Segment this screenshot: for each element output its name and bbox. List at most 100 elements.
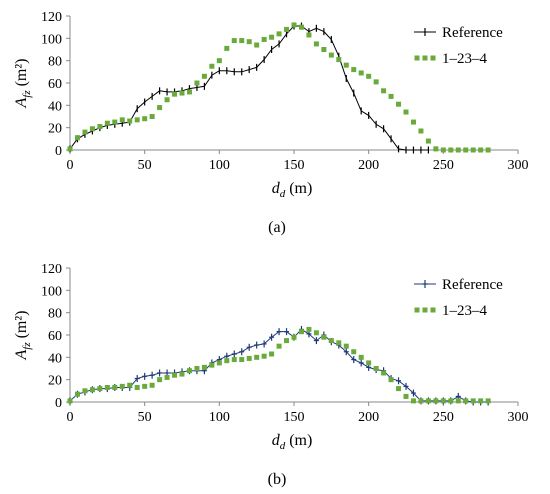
- series-1-23-4-point: [418, 398, 424, 404]
- series-1-23-4-point: [89, 387, 95, 393]
- series-1-23-4-point: [276, 343, 282, 349]
- series-1-23-4-point: [276, 31, 282, 37]
- reference-point: [343, 348, 349, 356]
- x-axis-label: dd (m): [272, 432, 313, 452]
- series-1-23-4-point: [261, 353, 267, 359]
- series-1-23-4-point: [433, 398, 439, 404]
- legend-1-23-4-label: 1–23–4: [442, 303, 488, 319]
- series-1-23-4-point: [410, 398, 416, 404]
- legend: Reference 1–23–4: [414, 25, 503, 67]
- series-1-23-4-point: [403, 109, 409, 115]
- series-1-23-4-point: [172, 372, 178, 378]
- series-1-23-4-point: [448, 398, 454, 404]
- series-1-23-4-point: [224, 45, 230, 51]
- series-1-23-4-point: [194, 366, 200, 371]
- series-1-23-4-point: [239, 38, 245, 44]
- series-1-23-4: [67, 22, 491, 153]
- reference-point: [246, 343, 252, 351]
- series-1-23-4-point: [403, 393, 409, 399]
- series-1-23-4-point: [373, 79, 379, 85]
- series-1-23-4-point: [74, 391, 80, 397]
- series-1-23-4-point: [373, 366, 379, 371]
- reference-point: [149, 371, 155, 379]
- series-1-23-4-point: [321, 47, 327, 52]
- y-tick-label: 80: [48, 55, 62, 70]
- series-1-23-4-point: [396, 101, 402, 107]
- series-1-23-4-point: [179, 90, 185, 96]
- legend-1-23-4-marker: [422, 55, 428, 61]
- series-1-23-4-point: [313, 330, 319, 336]
- series-1-23-4-point: [179, 371, 185, 377]
- series-1-23-4-point: [336, 340, 342, 346]
- legend-reference-label: Reference: [442, 277, 503, 293]
- series-1-23-4-point: [410, 119, 416, 125]
- series-1-23-4-point: [224, 358, 230, 364]
- series-1-23-4-point: [149, 382, 155, 388]
- series-1-23-4-point: [388, 93, 394, 99]
- legend-1-23-4-marker: [422, 307, 428, 313]
- series-1-23-4-point: [336, 57, 342, 63]
- reference-point: [358, 359, 364, 367]
- series-1-23-4-point: [164, 97, 170, 103]
- series-1-23-4-point: [82, 129, 88, 135]
- reference-point: [403, 382, 409, 390]
- series-1-23-4-point: [366, 73, 372, 79]
- series-1-23-4-point: [343, 62, 349, 68]
- series-1-23-4-point: [358, 354, 364, 360]
- series-1-23-4-point: [239, 357, 245, 363]
- chart-panel-a: 0 20 40 60 80 100 120 0 50 100 150 200 250 300 dd (m) A…: [13, 10, 529, 236]
- legend-1-23-4-marker: [430, 55, 436, 61]
- y-tick-label: 120: [41, 262, 62, 277]
- reference-point: [157, 369, 163, 377]
- reference-point: [396, 377, 402, 385]
- series-1-23-4-point: [321, 334, 327, 340]
- chart-panel-b: 0 20 40 60 80 100 120 0 50 100 150 200 250 300 dd (m) A…: [13, 262, 529, 488]
- x-tick-label: 50: [138, 410, 152, 425]
- x-tick-label: 250: [433, 158, 454, 173]
- reference-point: [351, 356, 357, 364]
- x-tick-label: 300: [508, 158, 529, 173]
- panel-caption: (a): [268, 219, 286, 236]
- series-1-23-4-point: [134, 117, 140, 123]
- series-1-23-4-point: [97, 124, 103, 130]
- series-1-23-4-point: [388, 377, 394, 383]
- x-tick-label: 100: [209, 410, 230, 425]
- reference-point: [239, 348, 245, 356]
- series-1-23-4-point: [201, 73, 207, 79]
- x-tick-label: 150: [284, 158, 305, 173]
- series-1-23-4-point: [291, 334, 297, 340]
- y-tick-label: 0: [55, 144, 62, 159]
- series-1-23-4-point: [328, 52, 334, 58]
- series-1-23-4-point: [478, 147, 484, 153]
- x-tick-label: 200: [358, 158, 379, 173]
- series-1-23-4-point: [82, 388, 88, 394]
- series-1-23-4-point: [231, 357, 237, 363]
- x-tick-label: 200: [358, 410, 379, 425]
- series-1-23-4-point: [366, 360, 372, 366]
- x-axis-label: dd (m): [272, 180, 313, 200]
- series-1-23-4-point: [186, 89, 192, 95]
- x-tick-label: 50: [138, 158, 152, 173]
- series-1-23-4-point: [186, 368, 192, 374]
- reference-point: [261, 340, 267, 348]
- legend: Reference 1–23–4: [414, 277, 503, 319]
- series-1-23-4: [67, 326, 491, 404]
- reference-point: [142, 372, 148, 380]
- series-1-23-4-point: [89, 126, 95, 132]
- series-1-23-4-point: [157, 105, 163, 111]
- series-1-23-4-point: [164, 374, 170, 380]
- series-1-23-4-point: [127, 118, 133, 124]
- series-1-23-4-point: [328, 338, 334, 344]
- series-1-23-4-point: [104, 384, 110, 390]
- series-1-23-4-point: [440, 398, 446, 404]
- series-1-23-4-point: [149, 114, 155, 119]
- series-1-23-4-point: [306, 326, 312, 332]
- series-1-23-4-point: [67, 146, 73, 152]
- series-1-23-4-point: [485, 398, 491, 404]
- reference-point: [313, 337, 319, 345]
- series-1-23-4-point: [112, 384, 118, 390]
- x-tick-label: 150: [284, 410, 305, 425]
- y-tick-label: 20: [48, 374, 62, 389]
- legend-1-23-4-marker: [414, 307, 420, 313]
- series-1-23-4-point: [291, 22, 297, 28]
